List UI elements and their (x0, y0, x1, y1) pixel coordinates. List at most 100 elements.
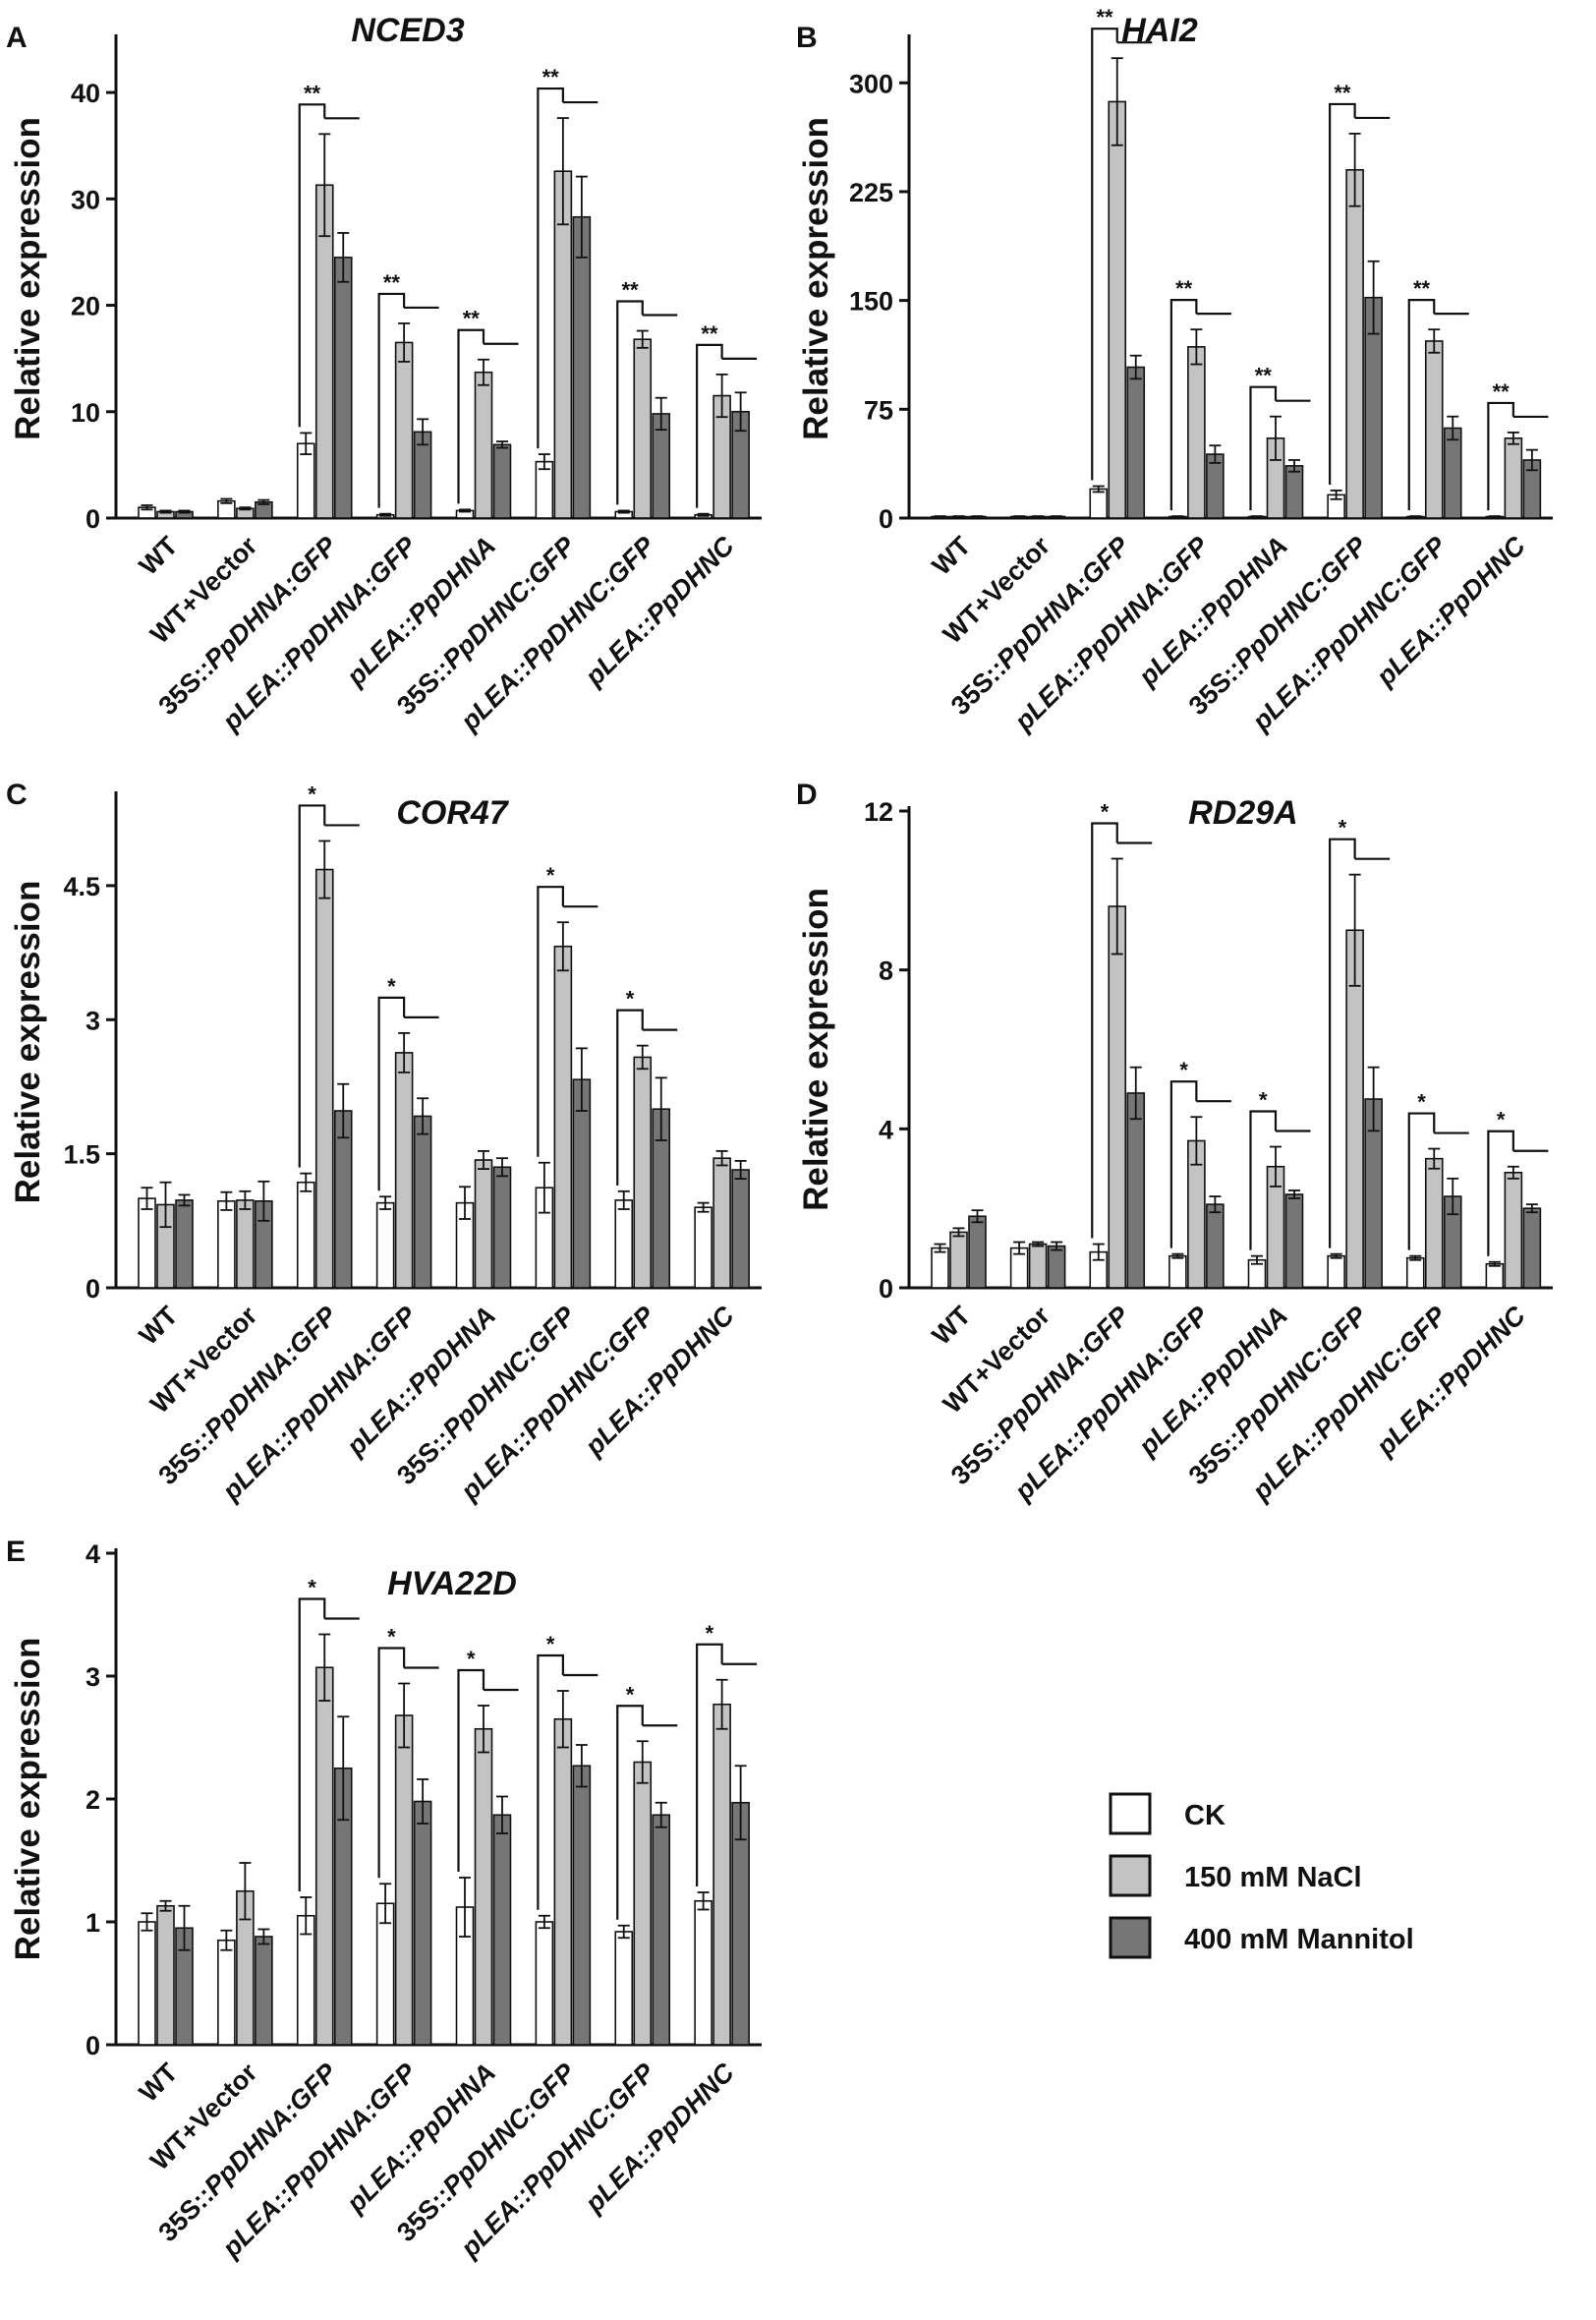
significance-bracket (616, 1705, 644, 1920)
significance-marker: * (1101, 800, 1110, 825)
bar-400-mm-mannitol (413, 1115, 432, 1289)
x-tick-label: WT (134, 531, 184, 581)
significance-bracket (457, 328, 485, 504)
significance-marker: * (467, 1647, 476, 1671)
bar-150-mm-nacl (712, 1703, 731, 2046)
bar-ck (1405, 1256, 1425, 1289)
bar-150-mm-nacl (633, 338, 653, 519)
x-tick-label: WT (134, 1301, 184, 1351)
y-tick-label: 40 (71, 79, 100, 108)
gene-title: HAI2 (1121, 12, 1198, 49)
y-tick-label: 8 (879, 957, 893, 986)
significance-marker: * (626, 987, 635, 1012)
panel-letter: A (6, 22, 28, 54)
bar-150-mm-nacl (314, 868, 334, 1289)
y-tick-label: 0 (86, 2031, 100, 2060)
bar-400-mm-mannitol (1522, 1207, 1542, 1289)
bar-150-mm-nacl (474, 1159, 493, 1289)
bar-400-mm-mannitol (492, 443, 512, 519)
bar-150-mm-nacl (949, 1231, 968, 1289)
significance-bracket (1249, 1110, 1278, 1250)
bar-ck (138, 1197, 156, 1289)
x-tick-label-gene: PpDHNC (1432, 531, 1531, 630)
y-tick-label: 75 (864, 395, 893, 425)
bar-150-mm-nacl (633, 1761, 653, 2046)
bar-ck (375, 1201, 395, 1289)
bar-400-mm-mannitol (255, 1936, 273, 2046)
bar-150-mm-nacl (712, 1157, 731, 1289)
bar-400-mm-mannitol (652, 1814, 671, 2046)
y-tick-label: 1 (86, 1908, 100, 1938)
y-tick-label: 0 (86, 1274, 100, 1304)
x-tick-label-prefix: pLEA:: (579, 1379, 661, 1462)
bar-400-mm-mannitol (333, 257, 353, 519)
significance-bracket (1487, 1130, 1514, 1256)
gene-title: RD29A (1188, 794, 1297, 832)
y-axis-label: Relative expression (9, 1638, 47, 1961)
legend-swatch-mannitol (1109, 1916, 1152, 1959)
significance-bracket (1169, 299, 1198, 511)
bar-ck (694, 1899, 712, 2046)
panel-letter: B (796, 22, 818, 54)
significance-bracket (1329, 838, 1356, 1248)
x-tick-label-prefix: pLEA:: (1370, 1379, 1453, 1462)
bar-400-mm-mannitol (572, 215, 592, 519)
significance-marker: ** (1255, 364, 1273, 388)
significance-bracket (1407, 1112, 1436, 1250)
bar-400-mm-mannitol (1284, 465, 1304, 519)
bar-150-mm-nacl (1345, 169, 1364, 519)
significance-bracket (1249, 385, 1278, 511)
y-tick-label: 4.5 (63, 872, 100, 901)
x-tick-label-prefix: pLEA:: (454, 654, 537, 736)
significance-marker: * (546, 1632, 555, 1656)
significance-bracket (377, 292, 406, 508)
bar-150-mm-nacl (1187, 346, 1206, 519)
bar-150-mm-nacl (314, 1666, 334, 2046)
significance-bracket (1091, 28, 1118, 481)
bar-150-mm-nacl (553, 945, 573, 1289)
panel-letter: E (6, 1536, 26, 1568)
bar-ck (1089, 488, 1109, 519)
legend-label-nacl: 150 mM NaCl (1184, 1862, 1362, 1893)
x-tick-label-prefix: pLEA:: (1246, 1423, 1329, 1506)
bar-ck (296, 1181, 315, 1289)
significance-bracket (298, 804, 326, 1168)
panel-letter: D (796, 779, 818, 811)
y-axis-label: Relative expression (9, 881, 47, 1204)
significance-marker: ** (463, 307, 481, 331)
y-tick-label: 2 (86, 1785, 100, 1815)
significance-marker: * (1179, 1058, 1188, 1082)
significance-bracket (696, 1643, 723, 1886)
bar-ck (614, 1199, 634, 1289)
y-tick-label: 0 (879, 1274, 893, 1304)
bar-400-mm-mannitol (492, 1814, 512, 2046)
gene-title: NCED3 (351, 12, 464, 49)
bar-400-mm-mannitol (413, 1800, 432, 2046)
significance-bracket (616, 1009, 644, 1186)
bar-150-mm-nacl (1108, 100, 1127, 519)
significance-bracket (616, 300, 644, 505)
bar-150-mm-nacl (394, 1714, 414, 2046)
x-tick-label-prefix: pLEA:: (579, 609, 661, 692)
significance-marker: * (1417, 1090, 1426, 1115)
bar-ck (296, 1914, 315, 2046)
bar-400-mm-mannitol (731, 1169, 750, 1289)
y-axis-label: Relative expression (9, 117, 47, 440)
significance-marker: ** (304, 81, 321, 105)
x-tick-label-prefix: pLEA:: (454, 2180, 537, 2263)
significance-bracket (696, 343, 723, 508)
bar-400-mm-mannitol (1126, 366, 1146, 519)
x-tick-label: pLEA::PpDHNA (340, 1301, 501, 1462)
significance-marker: ** (1413, 276, 1431, 301)
bar-ck (1168, 1254, 1187, 1289)
significance-bracket (537, 886, 564, 1157)
x-tick-label-prefix: pLEA:: (454, 1423, 537, 1506)
x-tick-label-prefix: pLEA:: (216, 1423, 299, 1506)
bar-150-mm-nacl (394, 1052, 414, 1289)
significance-bracket (537, 87, 564, 449)
significance-marker: * (1259, 1088, 1268, 1113)
significance-bracket (377, 996, 406, 1191)
bar-150-mm-nacl (156, 1904, 175, 2046)
bar-400-mm-mannitol (968, 1215, 987, 1289)
